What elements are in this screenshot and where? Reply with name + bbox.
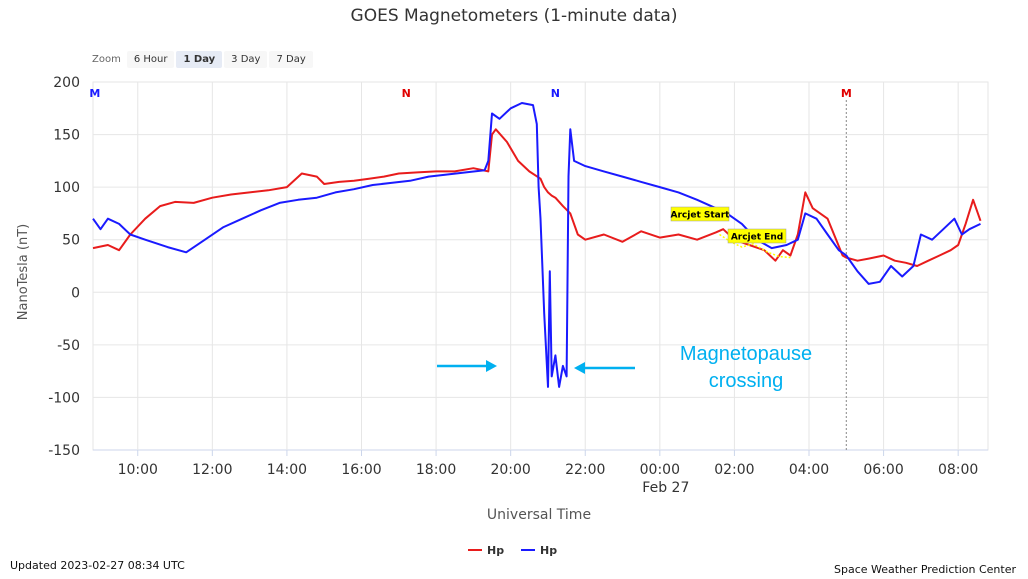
y-tick-label: -150 xyxy=(48,443,80,459)
zoom-7-day-button[interactable]: 7 Day xyxy=(269,51,313,68)
arcjet-end-box xyxy=(727,228,787,244)
y-tick-label: 200 xyxy=(53,75,80,91)
legend-label-red[interactable]: Hp xyxy=(487,544,504,557)
y-tick-label: -50 xyxy=(57,338,80,354)
annotation-line-1: Magnetopause xyxy=(680,343,812,365)
legend-label-blue[interactable]: Hp xyxy=(540,544,557,557)
x-tick-label: 12:00 xyxy=(192,462,232,478)
arcjet-annotations: Arcjet Start Arcjet End xyxy=(670,206,791,259)
x-tick-label: 22:00 xyxy=(565,462,605,478)
x-tick-label: 02:00 xyxy=(714,462,754,478)
y-axis-label: NanoTesla (nT) xyxy=(16,224,31,320)
event-marker-label: N xyxy=(551,87,560,100)
y-tick-label: -100 xyxy=(48,390,80,406)
credit: Space Weather Prediction Center xyxy=(834,563,1016,576)
event-marker-label: M xyxy=(841,87,852,100)
y-tick-label: 0 xyxy=(71,285,80,301)
zoom-3-day-button[interactable]: 3 Day xyxy=(224,51,268,68)
zoom-bar: Zoom 6 Hour 1 Day 3 Day 7 Day xyxy=(92,51,315,68)
event-marker-label: M xyxy=(89,87,100,100)
event-marker-label: N xyxy=(402,87,411,100)
magnetopause-annotation: Magnetopause crossing xyxy=(437,343,812,392)
x-tick-label: 06:00 xyxy=(863,462,903,478)
x-tick-label: 10:00 xyxy=(118,462,158,478)
x-tick-label: 14:00 xyxy=(267,462,307,478)
arcjet-start-label: Arcjet Start xyxy=(671,211,731,221)
zoom-1-day-button[interactable]: 1 Day xyxy=(176,51,223,68)
y-tick-label: 150 xyxy=(53,128,80,144)
series-line-red xyxy=(92,128,982,267)
x-tick-label: 00:00 xyxy=(640,462,680,478)
x-tick-label: 18:00 xyxy=(416,462,456,478)
x-tick-sublabel: Feb 27 xyxy=(642,480,689,496)
series-line-blue xyxy=(92,102,981,388)
x-axis-label: Universal Time xyxy=(487,507,591,523)
legend: Hp Hp xyxy=(468,544,557,557)
grid xyxy=(92,81,989,456)
arcjet-end-label: Arcjet End xyxy=(731,233,783,243)
y-tick-label: 100 xyxy=(53,180,80,196)
x-tick-label: 04:00 xyxy=(789,462,829,478)
y-tick-label: 50 xyxy=(62,233,80,249)
y-axis-ticks: 200 150 100 50 0 -50 -100 -150 xyxy=(48,75,80,459)
zoom-label: Zoom xyxy=(92,54,121,65)
annotation-line-2: crossing xyxy=(709,370,783,392)
arcjet-start-box xyxy=(670,206,730,222)
x-tick-label: 20:00 xyxy=(490,462,530,478)
right-arrow-head xyxy=(574,362,585,374)
left-arrow-head xyxy=(486,360,497,372)
x-tick-label: 16:00 xyxy=(341,462,381,478)
chart-title: GOES Magnetometers (1-minute data) xyxy=(350,6,678,26)
zoom-6-hour-button[interactable]: 6 Hour xyxy=(126,51,175,68)
x-tick-label: 08:00 xyxy=(938,462,978,478)
updated-timestamp: Updated 2023-02-27 08:34 UTC xyxy=(10,559,185,572)
x-axis-ticks: 10:00 12:00 14:00 16:00 18:00 20:00 22:00 00:00… xyxy=(118,462,979,496)
series-lines xyxy=(92,102,982,388)
